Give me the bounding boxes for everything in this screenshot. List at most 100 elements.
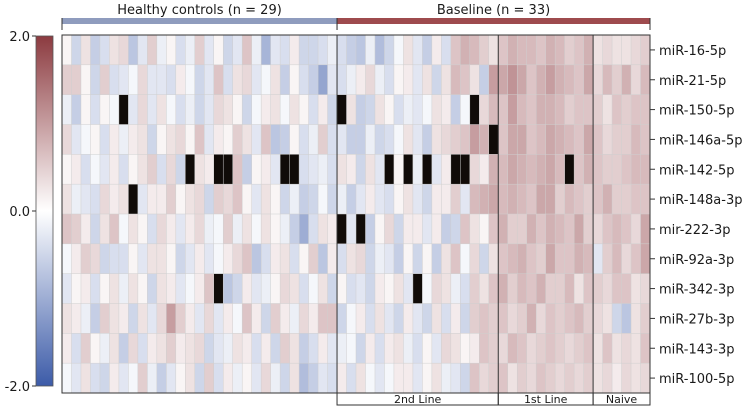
heatmap-cell xyxy=(166,333,177,364)
heatmap-cell xyxy=(299,303,309,334)
heatmap-cell xyxy=(194,35,205,66)
heatmap-cell xyxy=(270,273,281,304)
heatmap-cell xyxy=(299,124,309,155)
heatmap-cell xyxy=(583,124,594,155)
heatmap-cell xyxy=(62,363,72,394)
heatmap-cell xyxy=(422,363,433,394)
legend-gradient-bar xyxy=(35,35,54,387)
heatmap-cell xyxy=(318,303,328,334)
heatmap-cell xyxy=(507,64,518,95)
heatmap-cell xyxy=(479,124,490,155)
heatmap-cell xyxy=(308,64,319,95)
heatmap-cell xyxy=(175,273,186,304)
heatmap-cell xyxy=(156,154,167,185)
heatmap-cell xyxy=(479,363,490,394)
heatmap-cell xyxy=(242,64,252,95)
heatmap-cell xyxy=(99,124,110,155)
heatmap-cell xyxy=(137,184,148,215)
row-label: miR-143-3p xyxy=(659,342,735,357)
heatmap-cell xyxy=(62,35,72,66)
heatmap-cell xyxy=(232,243,243,274)
heatmap-cell xyxy=(621,64,632,95)
heatmap-cell xyxy=(356,273,366,304)
heatmap-cell xyxy=(166,184,177,215)
heatmap-cell xyxy=(299,94,309,125)
heatmap-cell xyxy=(545,333,556,364)
heatmap-cell xyxy=(602,154,613,185)
heatmap-cell xyxy=(80,363,91,394)
heatmap-cell xyxy=(479,273,490,304)
heatmap-cell xyxy=(574,273,584,304)
heatmap-cell xyxy=(356,124,366,155)
heatmap-cell xyxy=(128,333,139,364)
heatmap-cell xyxy=(412,124,423,155)
heatmap-cell xyxy=(128,363,139,394)
heatmap-cell xyxy=(593,214,603,245)
heatmap-cell xyxy=(536,64,546,95)
heatmap-cell xyxy=(270,154,281,185)
heatmap-cell xyxy=(356,35,366,66)
heatmap-cell xyxy=(593,303,603,334)
heatmap-cell xyxy=(308,363,319,394)
heatmap-cell xyxy=(232,94,243,125)
heatmap-cell xyxy=(422,64,433,95)
heatmap-cell xyxy=(612,333,622,364)
heatmap-cell xyxy=(109,333,120,364)
heatmap-cell xyxy=(185,273,196,304)
heatmap-cell xyxy=(147,35,158,66)
heatmap-cell xyxy=(365,154,376,185)
heatmap-cell xyxy=(612,35,622,66)
heatmap-cell xyxy=(242,333,252,364)
heatmap-cell xyxy=(365,64,376,95)
heatmap-cell xyxy=(517,363,528,394)
heatmap-cell xyxy=(90,303,101,334)
heatmap-cell xyxy=(175,64,186,95)
row-label: miR-150-5p xyxy=(659,104,735,119)
heatmap-cell xyxy=(204,124,215,155)
heatmap-cell xyxy=(498,303,509,334)
heatmap-cell xyxy=(194,333,205,364)
heatmap-cell xyxy=(517,35,528,66)
heatmap-cell xyxy=(175,35,186,66)
heatmap-cell xyxy=(337,273,347,304)
heatmap-cell xyxy=(621,154,632,185)
heatmap-cell xyxy=(280,124,290,155)
heatmap-cell xyxy=(460,333,471,364)
heatmap-cell xyxy=(280,184,290,215)
heatmap-cell xyxy=(80,273,91,304)
heatmap-cell xyxy=(488,154,499,185)
heatmap-cell xyxy=(62,273,72,304)
heatmap-cell xyxy=(62,94,72,125)
heatmap-cell xyxy=(318,64,328,95)
heatmap-cell xyxy=(337,243,347,274)
heatmap-cell xyxy=(365,243,376,274)
heatmap-cell xyxy=(564,184,575,215)
heatmap-cell xyxy=(365,35,376,66)
heatmap-cell xyxy=(280,214,290,245)
heatmap-cell xyxy=(545,35,556,66)
heatmap-cell xyxy=(204,35,215,66)
heatmap-cell xyxy=(621,184,632,215)
heatmap-cell xyxy=(109,243,120,274)
heatmap-cell xyxy=(137,64,148,95)
heatmap-cell xyxy=(564,154,575,185)
heatmap-cell xyxy=(488,273,499,304)
heatmap-cell xyxy=(507,273,518,304)
heatmap-cell xyxy=(318,124,328,155)
heatmap-cells xyxy=(62,35,651,394)
heatmap-cell xyxy=(621,124,632,155)
bottom-group-brackets: 2nd Line 1st Line Naive xyxy=(336,393,651,406)
heatmap-cell xyxy=(242,154,252,185)
heatmap-cell xyxy=(602,214,613,245)
heatmap-cell xyxy=(185,184,196,215)
heatmap-cell xyxy=(327,64,338,95)
heatmap-cell xyxy=(517,124,528,155)
heatmap-cell xyxy=(99,64,110,95)
heatmap-cell xyxy=(261,363,271,394)
heatmap-cell xyxy=(270,184,281,215)
heatmap-cell xyxy=(137,243,148,274)
heatmap-cell xyxy=(318,243,328,274)
heatmap-cell xyxy=(564,363,575,394)
heatmap-cell xyxy=(403,35,414,66)
heatmap-cell xyxy=(536,273,546,304)
